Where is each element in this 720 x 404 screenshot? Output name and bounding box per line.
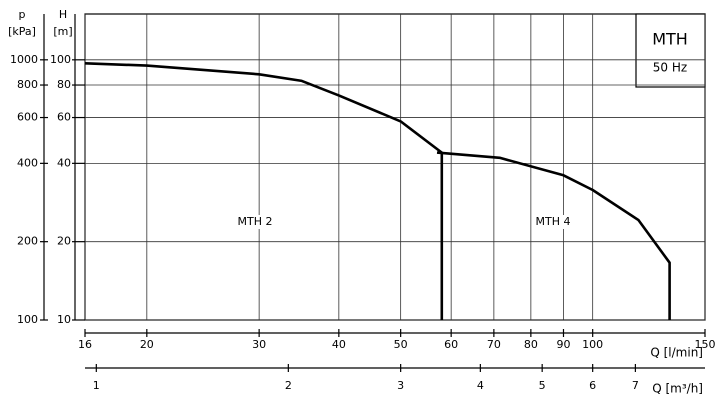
x-label: Q [l/min] (650, 346, 703, 360)
y-tick-label: 10 (57, 313, 71, 326)
y-tick-label: 40 (57, 156, 71, 169)
x-tick-label: 30 (252, 338, 266, 351)
y-unit: [m] (53, 25, 72, 38)
curve (436, 151, 671, 320)
x-tick-label: 100 (582, 338, 603, 351)
y2-tick-label: 800 (17, 78, 38, 91)
legend-box (635, 13, 706, 88)
curve-label: MTH 4 (536, 215, 571, 228)
x2-tick-label: 4 (477, 379, 484, 392)
y2-tick-label: 400 (17, 156, 38, 169)
y2-unit: [kPa] (8, 25, 36, 38)
curve-label: MTH 2 (238, 215, 273, 228)
x2-tick-label: 2 (285, 379, 292, 392)
x2-label: Q [m³/h] (652, 382, 703, 396)
x-tick-label: 150 (695, 338, 716, 351)
y2-tick-label: 1000 (10, 53, 38, 66)
x-tick-label: 50 (394, 338, 408, 351)
curve-label-bg (533, 215, 573, 229)
x-tick-label: 90 (556, 338, 570, 351)
y-tick-label: 20 (57, 235, 71, 248)
box-subtitle: 50 Hz (653, 61, 687, 75)
x2-tick-label: 3 (397, 379, 404, 392)
y-tick-label: 60 (57, 111, 71, 124)
x-tick-label: 20 (140, 338, 154, 351)
x2-tick-label: 7 (632, 379, 639, 392)
y-label: H (59, 8, 67, 21)
y-tick-label: 100 (50, 53, 71, 66)
y2-tick-label: 100 (17, 313, 38, 326)
x2-tick-label: 5 (539, 379, 546, 392)
x-tick-label: 60 (444, 338, 458, 351)
x-tick-label: 40 (332, 338, 346, 351)
y-tick-label: 80 (57, 78, 71, 91)
curve (84, 62, 444, 320)
y2-tick-label: 600 (17, 111, 38, 124)
box-title: MTH (652, 30, 688, 49)
x2-tick-label: 1 (93, 379, 100, 392)
curve-label-bg (235, 215, 275, 229)
y2-tick-label: 200 (17, 235, 38, 248)
x-tick-label: 80 (524, 338, 538, 351)
x2-tick-label: 6 (589, 379, 596, 392)
x-tick-label: 70 (487, 338, 501, 351)
y2-label: p (19, 8, 26, 21)
x-tick-label: 16 (78, 338, 92, 351)
